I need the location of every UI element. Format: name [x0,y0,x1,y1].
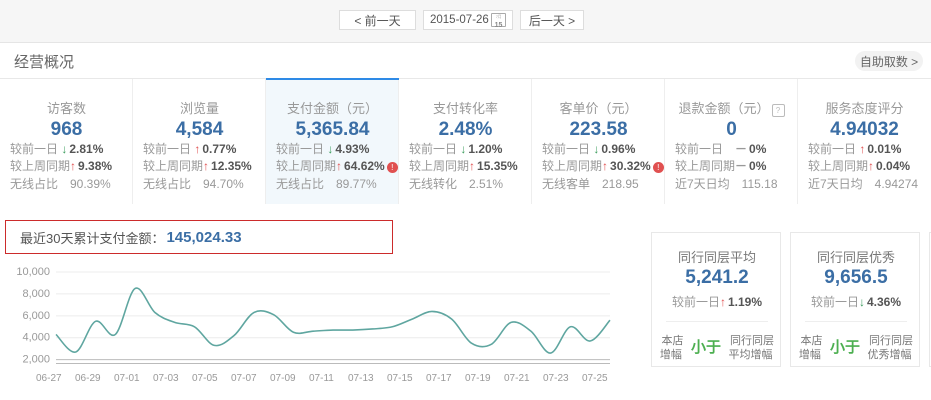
svg-text:2,000: 2,000 [22,354,50,366]
svg-text:6,000: 6,000 [22,310,50,322]
svg-text:8,000: 8,000 [22,288,50,300]
svg-text:10,000: 10,000 [16,266,50,278]
svg-text:4,000: 4,000 [22,332,50,344]
